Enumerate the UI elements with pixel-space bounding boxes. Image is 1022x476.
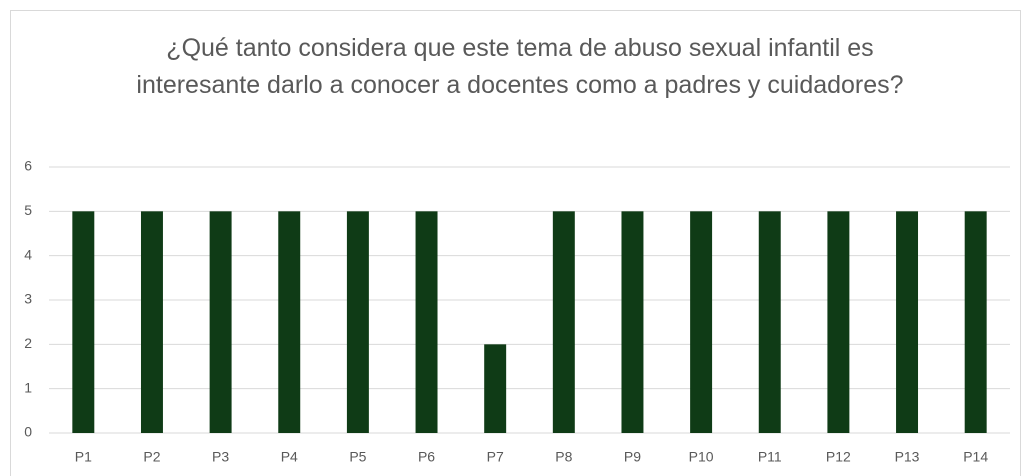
x-tick-label: P10 <box>689 449 714 465</box>
bar <box>827 211 850 433</box>
y-tick-label: 6 <box>24 158 32 174</box>
x-tick-label: P13 <box>895 449 920 465</box>
x-tick-label: P12 <box>826 449 851 465</box>
bar <box>621 211 644 433</box>
x-tick-label: P7 <box>487 449 504 465</box>
y-tick-label: 0 <box>24 424 32 440</box>
chart-title: ¿Qué tanto considera que este tema de ab… <box>136 34 904 99</box>
y-tick-label: 1 <box>24 379 32 395</box>
x-tick-label: P3 <box>212 449 229 465</box>
bar <box>72 211 95 433</box>
x-tick-label: P8 <box>555 449 572 465</box>
bar <box>415 211 438 433</box>
x-tick-label: P5 <box>349 449 366 465</box>
x-tick-label: P6 <box>418 449 435 465</box>
bar <box>278 211 301 433</box>
x-tick-label: P2 <box>143 449 160 465</box>
chart-border <box>10 10 1021 476</box>
x-tick-label: P11 <box>758 449 782 465</box>
bar <box>690 211 713 433</box>
bar <box>552 211 575 433</box>
bar <box>964 211 987 433</box>
x-tick-label: P14 <box>963 449 988 465</box>
y-tick-label: 3 <box>24 291 32 307</box>
x-tick-label: P9 <box>624 449 641 465</box>
bar <box>484 344 507 433</box>
y-tick-label: 2 <box>24 335 32 351</box>
bar <box>140 211 163 433</box>
x-tick-label: P4 <box>281 449 298 465</box>
y-tick-label: 5 <box>24 202 32 218</box>
bar <box>896 211 919 433</box>
bar <box>346 211 369 433</box>
y-tick-label: 4 <box>24 246 32 262</box>
bar <box>758 211 781 433</box>
bar <box>209 211 232 433</box>
x-tick-label: P1 <box>75 449 92 465</box>
